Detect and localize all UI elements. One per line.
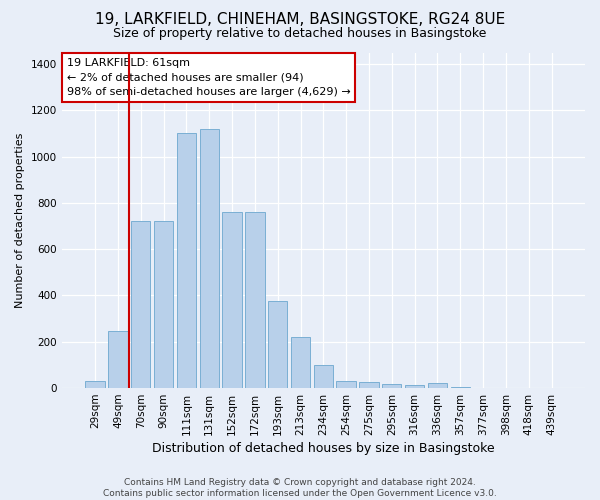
- Bar: [268, 302, 287, 388]
- Text: 19, LARKFIELD, CHINEHAM, BASINGSTOKE, RG24 8UE: 19, LARKFIELD, CHINEHAM, BASINGSTOKE, RG…: [95, 12, 505, 28]
- Text: 19 LARKFIELD: 61sqm
← 2% of detached houses are smaller (94)
98% of semi-detache: 19 LARKFIELD: 61sqm ← 2% of detached hou…: [67, 58, 350, 97]
- Bar: [359, 382, 379, 388]
- Bar: [108, 332, 128, 388]
- X-axis label: Distribution of detached houses by size in Basingstoke: Distribution of detached houses by size …: [152, 442, 494, 455]
- Bar: [85, 381, 105, 388]
- Bar: [154, 222, 173, 388]
- Bar: [177, 134, 196, 388]
- Bar: [223, 212, 242, 388]
- Bar: [314, 365, 333, 388]
- Bar: [200, 129, 219, 388]
- Bar: [451, 387, 470, 388]
- Bar: [405, 384, 424, 388]
- Bar: [382, 384, 401, 388]
- Y-axis label: Number of detached properties: Number of detached properties: [15, 132, 25, 308]
- Bar: [131, 222, 151, 388]
- Bar: [291, 337, 310, 388]
- Bar: [337, 381, 356, 388]
- Bar: [245, 212, 265, 388]
- Text: Contains HM Land Registry data © Crown copyright and database right 2024.
Contai: Contains HM Land Registry data © Crown c…: [103, 478, 497, 498]
- Bar: [428, 384, 447, 388]
- Text: Size of property relative to detached houses in Basingstoke: Size of property relative to detached ho…: [113, 28, 487, 40]
